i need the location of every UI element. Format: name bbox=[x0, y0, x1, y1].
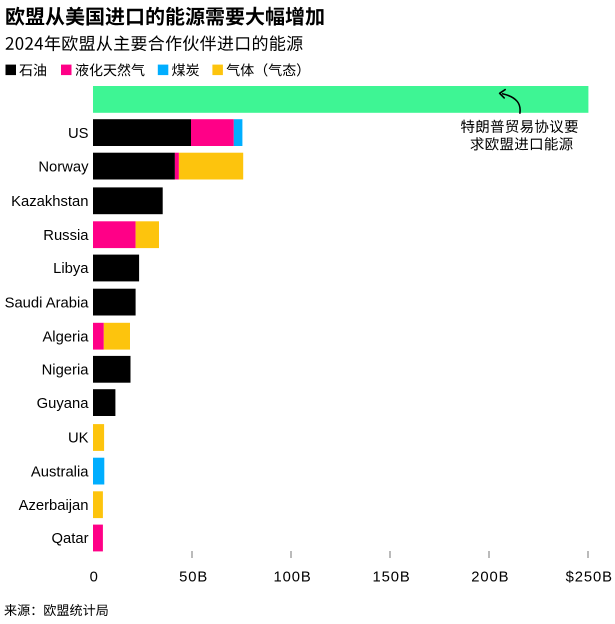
svg-text:Qatar: Qatar bbox=[51, 531, 88, 547]
svg-text:0: 0 bbox=[90, 570, 99, 586]
svg-text:Australia: Australia bbox=[31, 464, 89, 480]
svg-text:Saudi Arabia: Saudi Arabia bbox=[5, 295, 90, 311]
svg-text:US: US bbox=[68, 126, 89, 142]
svg-text:200B: 200B bbox=[471, 570, 509, 586]
svg-text:Libya: Libya bbox=[53, 261, 89, 277]
svg-text:Azerbaijan: Azerbaijan bbox=[19, 498, 89, 514]
svg-text:Kazakhstan: Kazakhstan bbox=[11, 194, 88, 210]
svg-text:Algeria: Algeria bbox=[42, 329, 89, 345]
svg-text:Russia: Russia bbox=[43, 228, 89, 244]
svg-text:$250B: $250B bbox=[566, 570, 613, 586]
svg-text:50B: 50B bbox=[179, 570, 208, 586]
svg-text:UK: UK bbox=[68, 431, 89, 447]
svg-text:100B: 100B bbox=[274, 570, 312, 586]
svg-text:Norway: Norway bbox=[38, 159, 89, 175]
svg-text:150B: 150B bbox=[373, 570, 411, 586]
svg-text:Guyana: Guyana bbox=[37, 396, 90, 412]
svg-text:Nigeria: Nigeria bbox=[42, 363, 90, 379]
